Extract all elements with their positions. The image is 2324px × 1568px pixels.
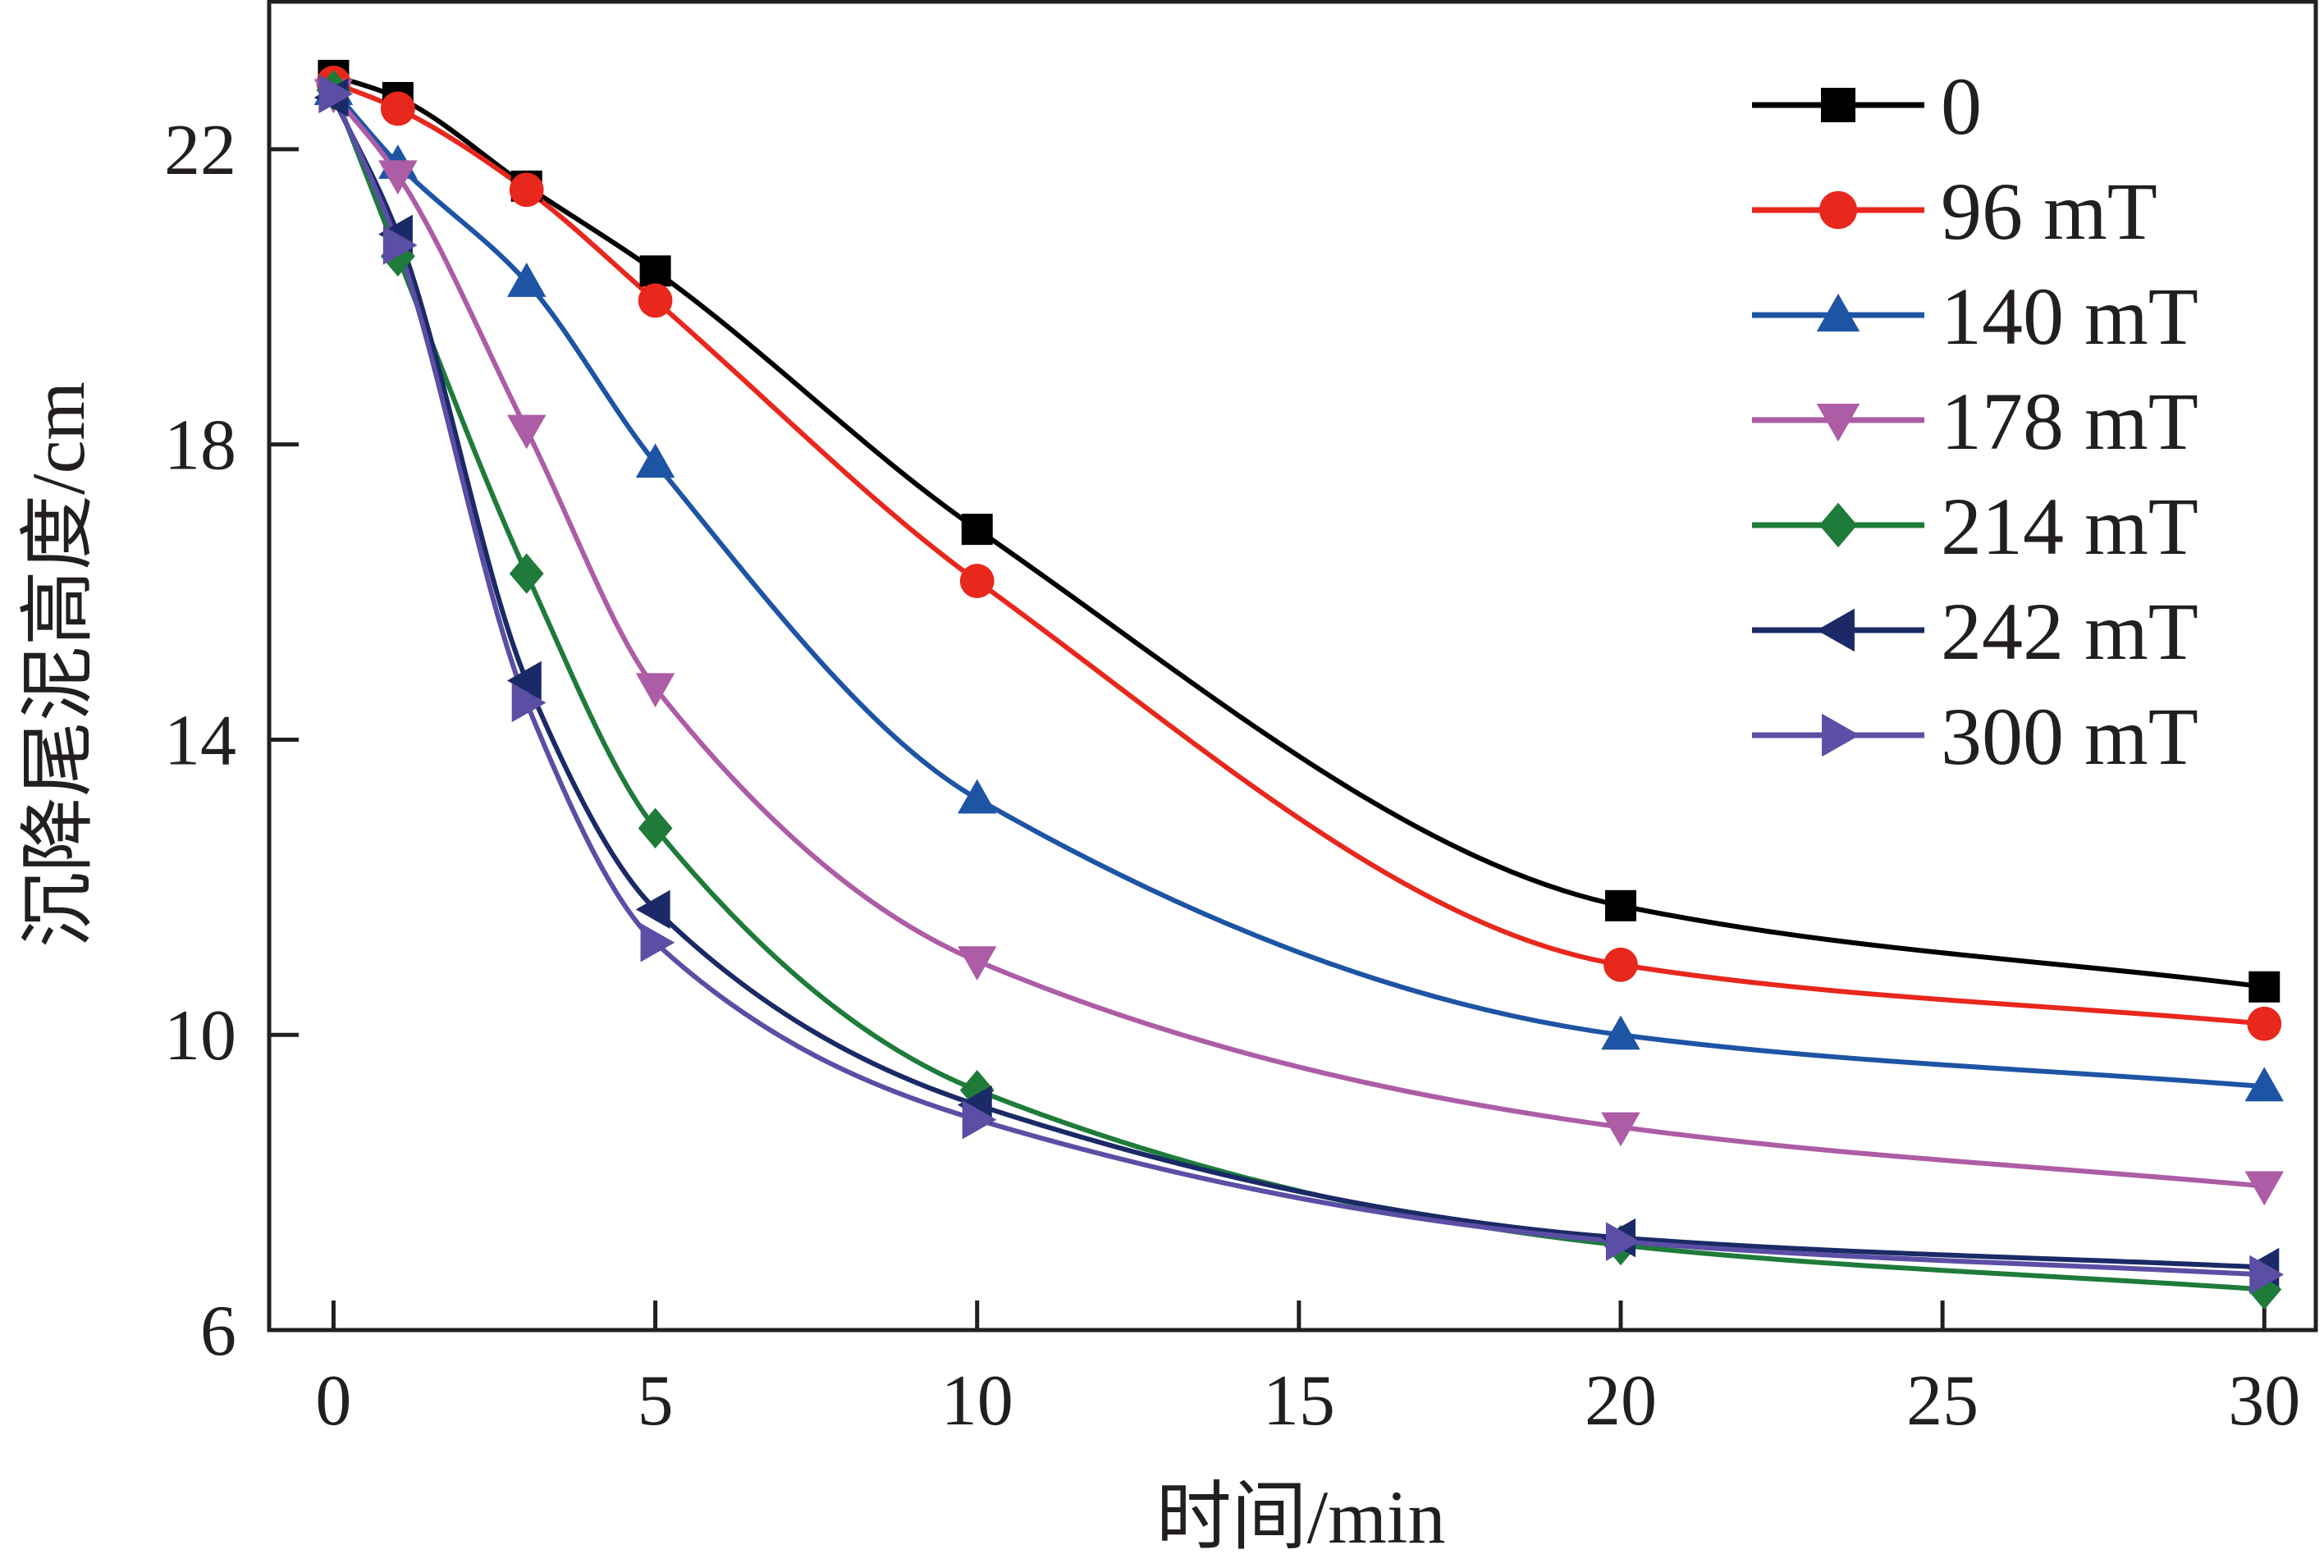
legend: 0 96 mT 140 mT 178 mT 214 mT 242 mT 300 mT (1752, 61, 2198, 782)
data-point-140-mt (635, 443, 675, 478)
legend-label-242-mt: 242 mT (1941, 586, 2198, 677)
legend-label-300-mt: 300 mT (1941, 691, 2198, 782)
data-point-300-mt (511, 683, 547, 723)
data-point-300-mt (640, 923, 675, 962)
data-point-140-mt (957, 779, 997, 814)
legend-marker-300-mt (1822, 713, 1860, 757)
x-tick-label: 10 (941, 1361, 1013, 1441)
legend-marker-242-mt (1816, 608, 1855, 652)
data-point-96-mt (638, 283, 673, 318)
data-point-214-mt (959, 1069, 995, 1111)
series-line-178-mt (332, 92, 2265, 1189)
data-point-0 (639, 255, 671, 287)
data-point-96-mt (2247, 1006, 2282, 1041)
data-point-140-mt (1601, 1015, 1640, 1050)
data-point-178-mt (2244, 1171, 2285, 1206)
data-point-0 (961, 514, 993, 546)
legend-marker-0 (1821, 88, 1855, 122)
series-line-0 (332, 73, 2265, 990)
data-point-178-mt (957, 946, 997, 981)
legend-label-214-mt: 214 mT (1941, 481, 2198, 572)
legend-label-140-mt: 140 mT (1941, 271, 2198, 362)
series-markers (313, 59, 2285, 1310)
data-point-214-mt (509, 553, 544, 594)
series-line-140-mt (332, 88, 2265, 1090)
x-tick-label: 0 (315, 1361, 351, 1441)
data-point-178-mt (635, 673, 675, 708)
y-tick-label: 18 (164, 406, 236, 486)
data-point-96-mt (380, 91, 415, 126)
data-point-140-mt (2244, 1067, 2285, 1102)
data-point-0 (2249, 971, 2281, 1003)
legend-marker-214-mt (1818, 502, 1858, 548)
data-point-300-mt (962, 1099, 997, 1140)
data-point-300-mt (382, 226, 418, 265)
legend-label-0: 0 (1941, 61, 1982, 152)
data-point-96-mt (509, 172, 544, 208)
data-point-300-mt (2249, 1255, 2285, 1295)
data-point-178-mt (378, 160, 418, 195)
axis-ticks: 0 5 10 15 20 25 30 6 10 14 18 22 (164, 111, 2300, 1441)
x-axis-title: 时间/min (1156, 1475, 1446, 1559)
plot-frame (267, 0, 2318, 1333)
series-line-300-mt (331, 93, 2265, 1278)
data-point-0 (1604, 889, 1636, 921)
legend-label-96-mt: 96 mT (1941, 166, 2157, 257)
series-line-96-mt (332, 80, 2265, 1026)
series-line-242-mt (331, 96, 2265, 1270)
y-tick-label: 22 (164, 111, 236, 190)
legend-label-178-mt: 178 mT (1941, 376, 2198, 467)
data-point-242-mt (506, 661, 542, 701)
data-point-300-mt (1605, 1222, 1640, 1261)
data-point-96-mt (959, 564, 995, 598)
legend-marker-96-mt (1818, 190, 1858, 230)
x-tick-label: 30 (2228, 1361, 2300, 1441)
data-point-140-mt (506, 263, 547, 297)
y-axis-title: 沉降尾泥高度/cm (16, 382, 100, 948)
legend-marker-140-mt (1816, 293, 1860, 331)
x-tick-label: 20 (1585, 1361, 1657, 1441)
data-point-300-mt (318, 74, 354, 114)
series-lines (331, 73, 2265, 1292)
data-point-214-mt (638, 807, 673, 849)
data-point-242-mt (635, 889, 670, 930)
x-tick-label: 25 (1906, 1361, 1979, 1441)
x-tick-label: 15 (1263, 1361, 1335, 1441)
y-tick-label: 14 (164, 701, 236, 780)
y-tick-label: 10 (164, 996, 236, 1076)
x-tick-label: 5 (638, 1361, 674, 1441)
data-point-96-mt (1603, 947, 1638, 982)
data-point-178-mt (1601, 1112, 1640, 1147)
data-point-178-mt (506, 414, 547, 450)
plot-frame-rect (267, 0, 2318, 1333)
legend-marker-178-mt (1816, 404, 1860, 442)
y-tick-label: 6 (200, 1291, 236, 1371)
